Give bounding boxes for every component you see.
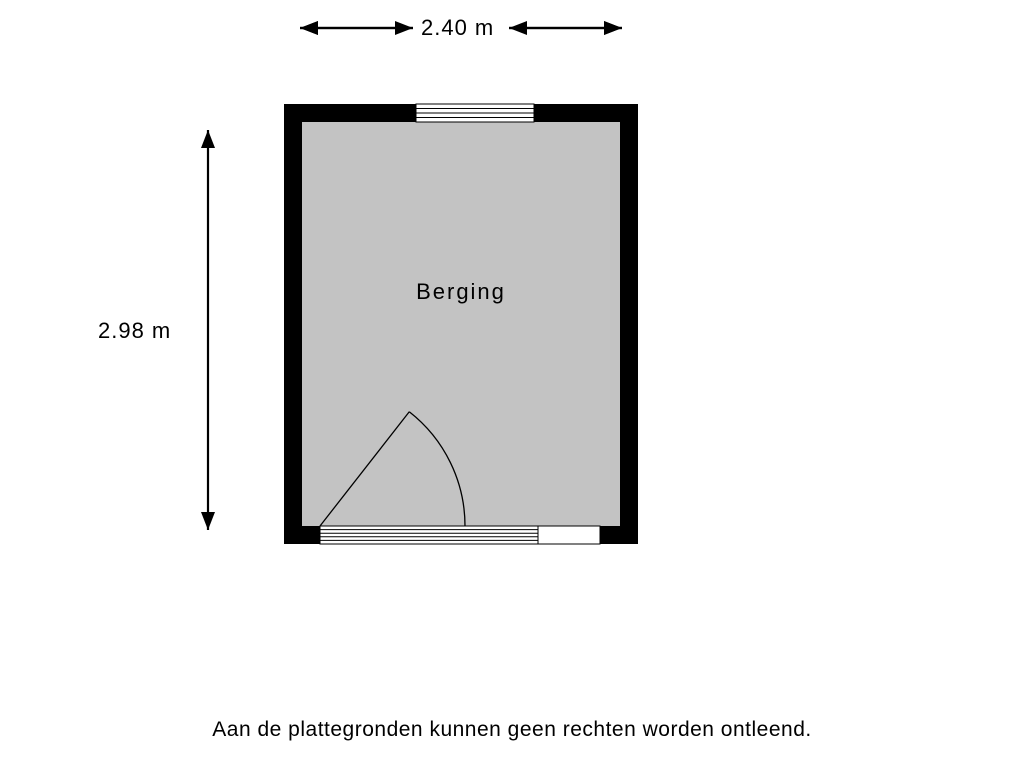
dimension-width-label: 2.40 m (421, 15, 494, 41)
footer-disclaimer: Aan de plattegronden kunnen geen rechten… (212, 718, 811, 742)
floorplan-canvas: 2.40 m 2.98 m Berging Aan de plattegrond… (0, 0, 1024, 768)
floorplan-svg (0, 0, 1024, 768)
dimension-height-label: 2.98 m (98, 318, 171, 344)
room-label: Berging (416, 279, 506, 305)
